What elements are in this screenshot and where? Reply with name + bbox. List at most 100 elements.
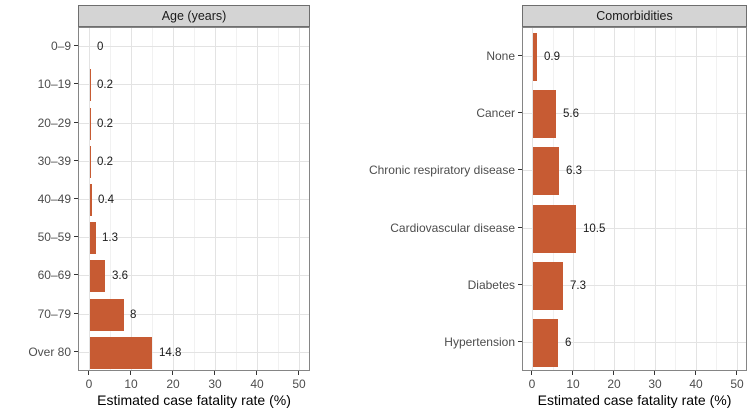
y-axis-label: 20–29 bbox=[37, 116, 71, 130]
gridline-major-vertical bbox=[696, 28, 697, 370]
x-axis-tick bbox=[572, 371, 573, 375]
gridline-horizontal bbox=[523, 228, 746, 229]
y-axis-label: Chronic respiratory disease bbox=[368, 163, 515, 177]
gridline-horizontal bbox=[79, 84, 309, 85]
bar-comorbidities-chart-row-5 bbox=[533, 319, 558, 367]
x-axis-tick bbox=[531, 371, 532, 375]
gridline-horizontal bbox=[79, 237, 309, 238]
y-axis-label: 30–39 bbox=[37, 154, 71, 168]
bar-age-chart-row-4 bbox=[90, 184, 92, 216]
age-chart-strip-title: Age (years) bbox=[161, 9, 227, 23]
bar-value-label: 8 bbox=[130, 309, 137, 321]
x-axis-tick bbox=[256, 371, 257, 375]
gridline-major-vertical bbox=[573, 28, 574, 370]
x-axis-tick-label: 0 bbox=[85, 377, 93, 391]
x-axis-tick bbox=[130, 371, 131, 375]
x-axis-tick bbox=[88, 371, 89, 375]
gridline-minor-vertical bbox=[594, 28, 595, 370]
bar-age-chart-row-8 bbox=[90, 337, 153, 369]
y-axis-label: 50–59 bbox=[37, 230, 71, 244]
y-axis-label: 60–69 bbox=[37, 268, 71, 282]
y-axis-tick bbox=[518, 341, 522, 342]
y-axis-label: 70–79 bbox=[37, 307, 71, 321]
bar-age-chart-row-5 bbox=[90, 222, 96, 254]
x-axis-tick bbox=[695, 371, 696, 375]
gridline-minor-vertical bbox=[634, 28, 635, 370]
y-axis-tick bbox=[74, 83, 78, 84]
y-axis-label: Cancer bbox=[476, 106, 515, 120]
y-axis-label: 0–9 bbox=[50, 39, 71, 53]
bar-comorbidities-chart-row-1 bbox=[533, 90, 556, 138]
gridline-horizontal bbox=[79, 199, 309, 200]
bar-value-label: 0.9 bbox=[544, 51, 560, 63]
comorbidities-chart-strip-title: Comorbidities bbox=[596, 9, 673, 23]
y-axis-label: Diabetes bbox=[467, 278, 515, 292]
bar-comorbidities-chart-row-4 bbox=[533, 262, 563, 310]
bar-value-label: 5.6 bbox=[563, 108, 579, 120]
y-axis-label: Cardiovascular disease bbox=[390, 221, 515, 235]
y-axis-tick bbox=[74, 45, 78, 46]
bar-comorbidities-chart-row-2 bbox=[533, 147, 559, 195]
x-axis-tick-label: 50 bbox=[292, 377, 306, 391]
x-axis-tick bbox=[736, 371, 737, 375]
x-axis-tick-label: 50 bbox=[730, 377, 744, 391]
x-axis-tick-label: 10 bbox=[124, 377, 138, 391]
y-axis-label: Hypertension bbox=[444, 335, 515, 349]
gridline-major-vertical bbox=[614, 28, 615, 370]
y-axis-tick bbox=[518, 227, 522, 228]
bar-value-label: 0.4 bbox=[98, 194, 114, 206]
gridline-horizontal bbox=[523, 113, 746, 114]
x-axis-tick-label: 40 bbox=[689, 377, 703, 391]
gridline-major-vertical bbox=[655, 28, 656, 370]
gridline-horizontal bbox=[523, 170, 746, 171]
bar-value-label: 7.3 bbox=[570, 280, 586, 292]
age-chart-strip: Age (years) bbox=[78, 5, 310, 27]
bar-value-label: 10.5 bbox=[583, 223, 606, 235]
gridline-major-vertical bbox=[737, 28, 738, 370]
bar-value-label: 6.3 bbox=[566, 165, 582, 177]
gridline-horizontal bbox=[523, 342, 746, 343]
bar-value-label: 14.8 bbox=[159, 347, 182, 359]
x-axis-tick-label: 10 bbox=[566, 377, 580, 391]
comorbidities-chart-x-axis-title: Estimated case fatality rate (%) bbox=[537, 392, 732, 408]
age-chart-panel: 0 0.2 0.2 0.2 0.4 1.3 3.6 8 14.8 bbox=[78, 27, 310, 371]
gridline-horizontal bbox=[79, 314, 309, 315]
y-axis-tick bbox=[518, 112, 522, 113]
x-axis-tick-label: 20 bbox=[607, 377, 621, 391]
x-axis-tick bbox=[654, 371, 655, 375]
bar-value-label: 3.6 bbox=[112, 270, 128, 282]
comorbidities-chart-panel: 0.9 5.6 6.3 10.5 7.3 6 bbox=[522, 27, 747, 371]
y-axis-label: Over 80 bbox=[28, 345, 71, 359]
x-axis-tick-label: 30 bbox=[648, 377, 662, 391]
bar-value-label: 6 bbox=[565, 337, 572, 349]
comorbidities-chart-strip: Comorbidities bbox=[522, 5, 747, 27]
gridline-horizontal bbox=[79, 161, 309, 162]
y-axis-tick bbox=[518, 169, 522, 170]
x-axis-tick-label: 30 bbox=[208, 377, 222, 391]
bar-value-label: 0.2 bbox=[97, 118, 113, 130]
gridline-horizontal bbox=[79, 123, 309, 124]
y-axis-tick bbox=[518, 284, 522, 285]
bar-age-chart-row-6 bbox=[90, 260, 106, 292]
y-axis-label: 40–49 bbox=[37, 192, 71, 206]
x-axis-tick-label: 0 bbox=[528, 377, 536, 391]
bar-age-chart-row-7 bbox=[90, 299, 124, 331]
gridline-minor-vertical bbox=[716, 28, 717, 370]
x-axis-tick bbox=[172, 371, 173, 375]
y-axis-label: None bbox=[486, 49, 515, 63]
y-axis-tick bbox=[74, 351, 78, 352]
y-axis-tick bbox=[74, 274, 78, 275]
y-axis-tick bbox=[74, 122, 78, 123]
gridline-minor-vertical bbox=[553, 28, 554, 370]
bar-value-label: 0.2 bbox=[97, 156, 113, 168]
x-axis-tick bbox=[214, 371, 215, 375]
y-axis-label: 10–19 bbox=[37, 77, 71, 91]
bar-age-chart-row-2 bbox=[90, 108, 91, 140]
y-axis-tick bbox=[518, 55, 522, 56]
x-axis-tick bbox=[613, 371, 614, 375]
gridline-horizontal bbox=[79, 46, 309, 47]
bar-value-label: 1.3 bbox=[102, 232, 118, 244]
x-axis-tick-label: 20 bbox=[166, 377, 180, 391]
bar-age-chart-row-1 bbox=[90, 69, 91, 101]
